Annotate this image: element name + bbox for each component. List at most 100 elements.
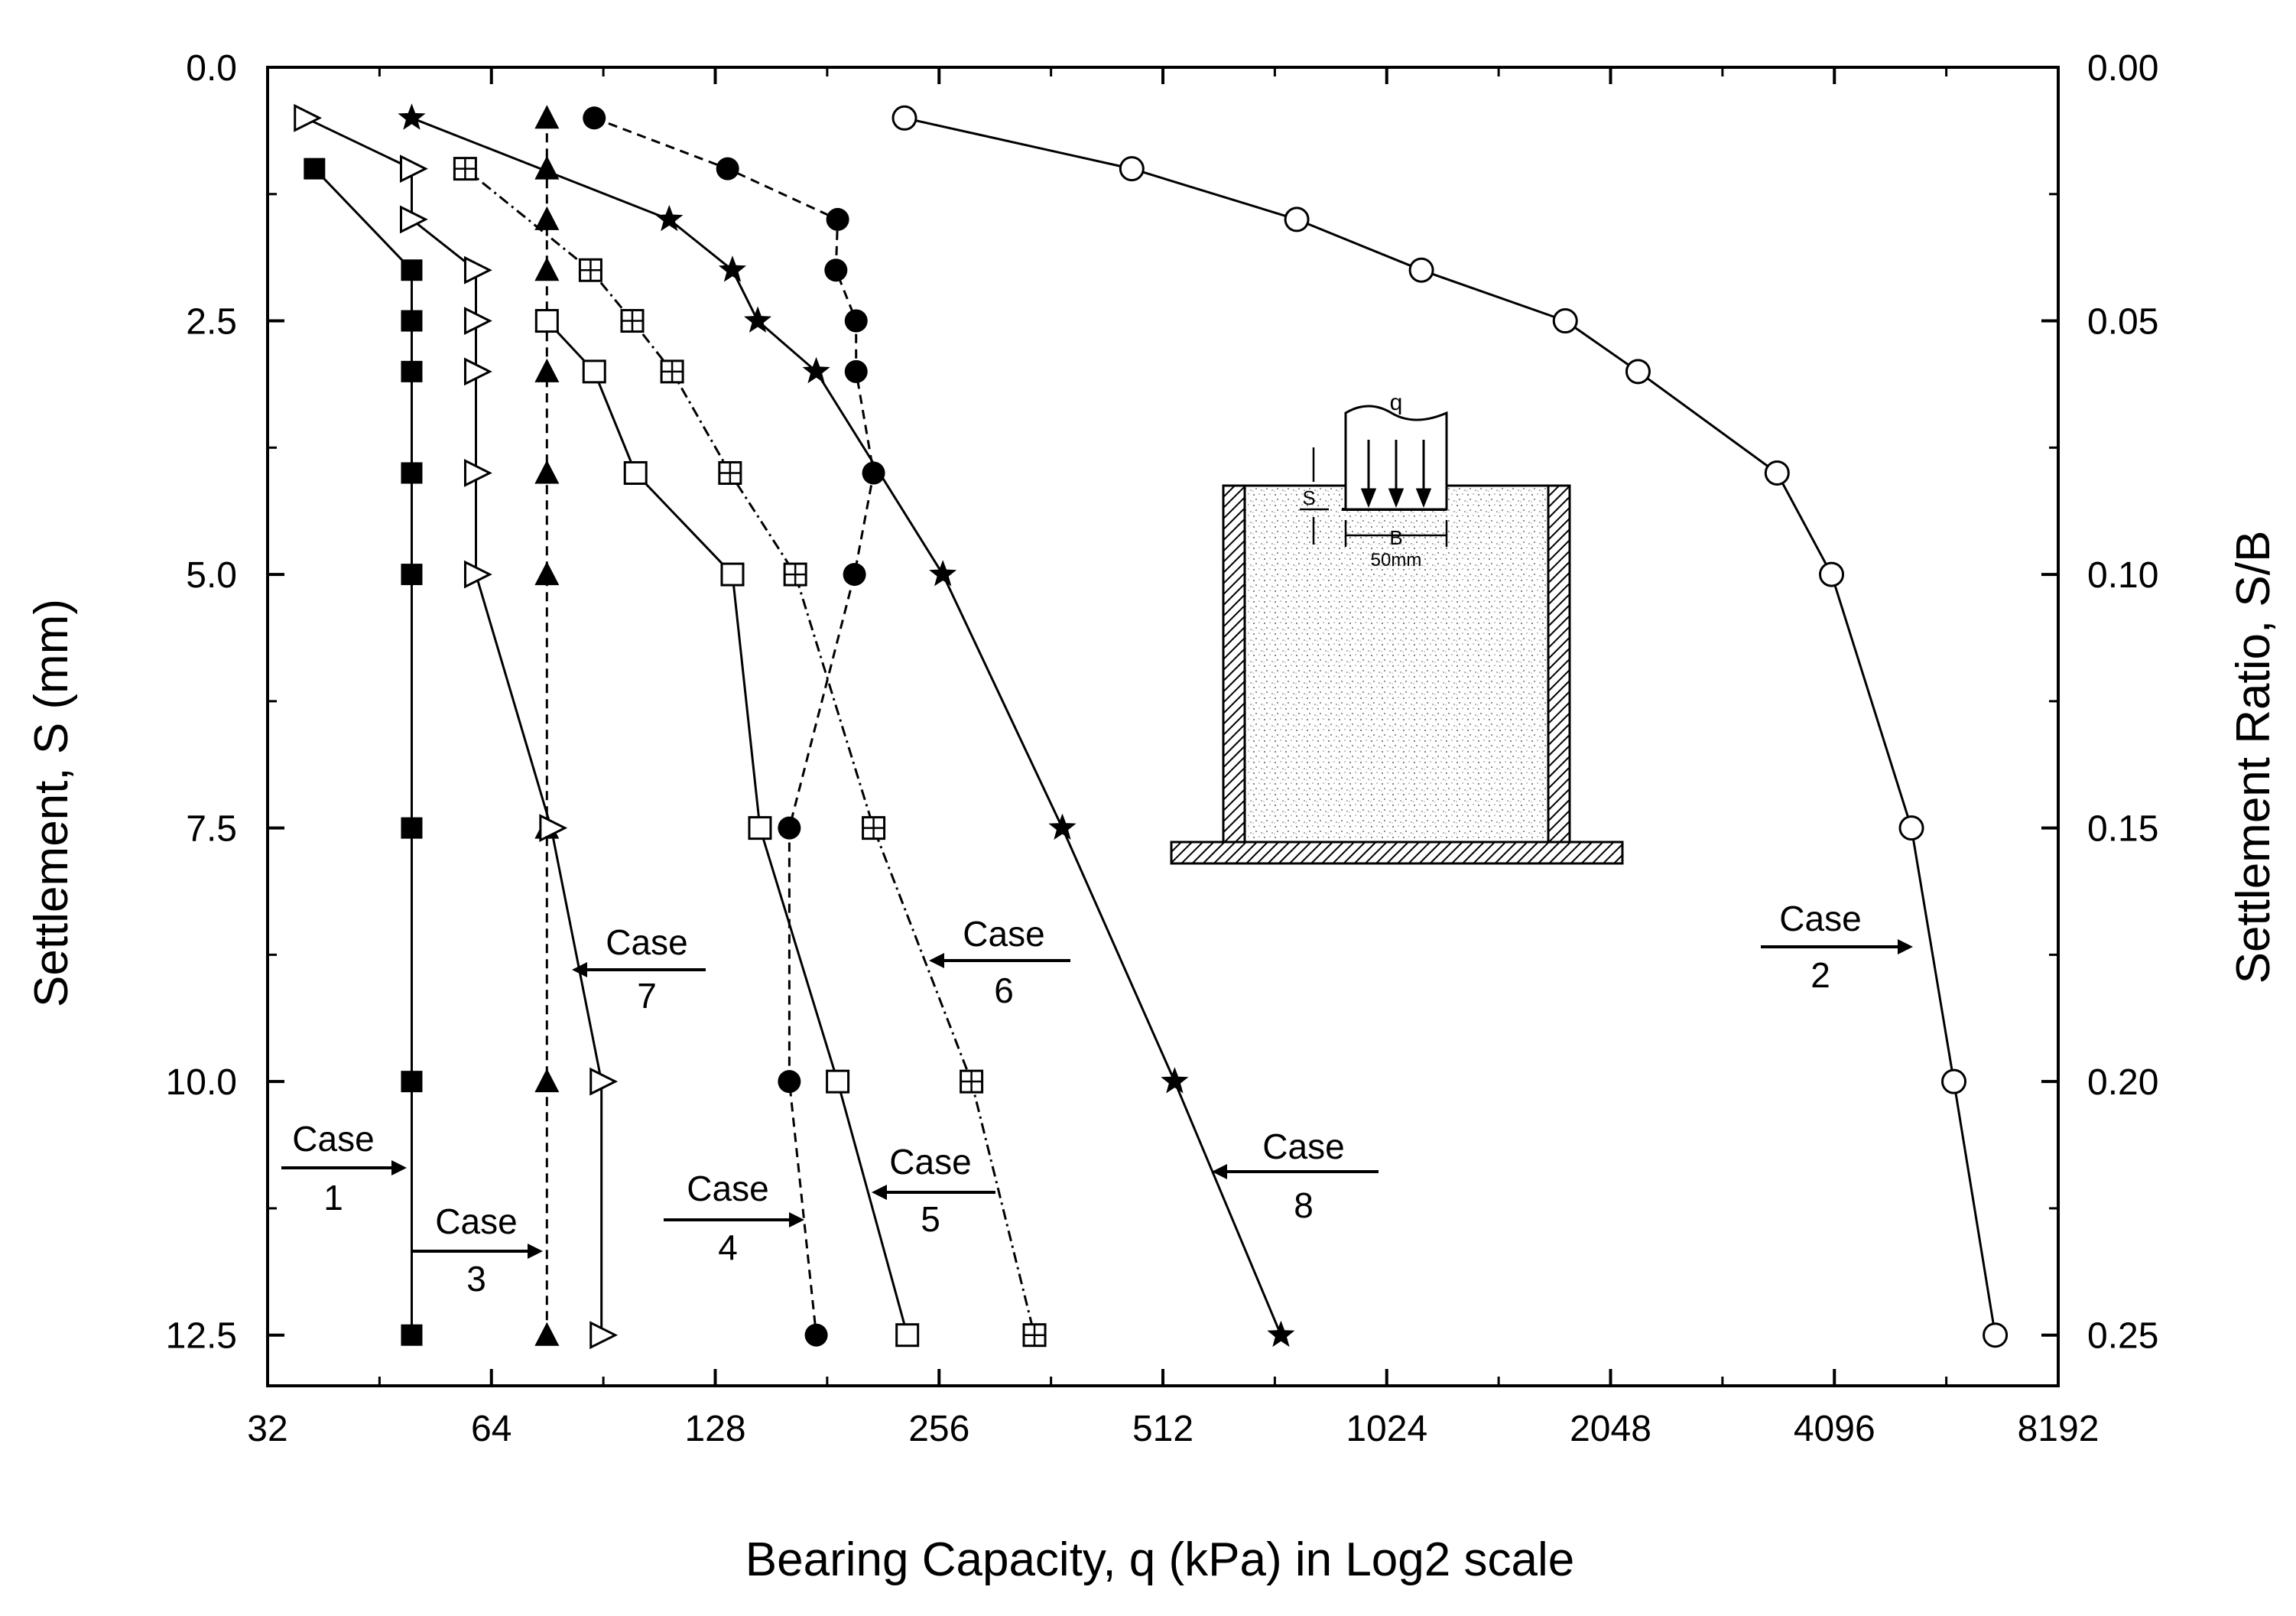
x-tick-label: 128 bbox=[684, 1409, 745, 1449]
series-case-7-marker bbox=[463, 255, 492, 285]
series-case-3-marker bbox=[534, 206, 560, 230]
series-case-1-marker bbox=[304, 158, 326, 180]
load-arrows bbox=[1360, 440, 1432, 509]
series-case-7-marker bbox=[399, 154, 428, 184]
series-case-2-marker bbox=[1764, 460, 1790, 486]
series-case-3-marker bbox=[534, 561, 560, 586]
series-case-8-marker bbox=[802, 356, 830, 384]
series-case-2-marker bbox=[1408, 257, 1434, 283]
soil-box bbox=[1245, 486, 1548, 842]
case3-annotation: Case 3 bbox=[411, 1201, 543, 1299]
case5-label: Case bbox=[889, 1142, 971, 1182]
plot-frame bbox=[266, 66, 2060, 1387]
y-tick-label: 0.0 bbox=[186, 48, 237, 89]
case7-number: 7 bbox=[637, 976, 657, 1016]
y2-tick-label: 0.25 bbox=[2087, 1316, 2158, 1357]
series-case-3-marker bbox=[534, 1322, 560, 1346]
series-case-1-marker bbox=[401, 310, 423, 332]
series-case-2-marker bbox=[1898, 815, 1924, 841]
series-case-8 bbox=[398, 103, 1295, 1348]
series-case-2-marker bbox=[1983, 1322, 2009, 1348]
y-tick-label: 5.0 bbox=[186, 555, 237, 596]
series-case-4 bbox=[583, 106, 885, 1347]
series-case-4-marker bbox=[804, 1323, 828, 1347]
series-case-7-marker bbox=[589, 1321, 619, 1350]
series-case-6-marker bbox=[718, 460, 742, 485]
case2-annotation: Case 2 bbox=[1761, 899, 1913, 995]
series-case-6-marker bbox=[453, 157, 477, 181]
series-case-6 bbox=[453, 157, 1047, 1348]
series-case-5-marker bbox=[826, 1069, 850, 1094]
series-case-8-marker bbox=[744, 306, 772, 333]
series-case-8-marker bbox=[929, 560, 957, 587]
case2-label: Case bbox=[1779, 899, 1861, 938]
x-tick-label: 4096 bbox=[1794, 1409, 1875, 1449]
series-case-8-marker bbox=[718, 255, 747, 282]
x-tick-label: 32 bbox=[247, 1409, 287, 1449]
series-case-2-marker bbox=[1941, 1068, 1967, 1094]
series-case-6-marker bbox=[578, 258, 602, 282]
case6-annotation: Case 6 bbox=[929, 914, 1070, 1010]
series-case-2-marker bbox=[1819, 561, 1845, 587]
load-label: q bbox=[1390, 390, 1403, 415]
x-tick-label: 8192 bbox=[2018, 1409, 2100, 1449]
series-case-7-marker bbox=[463, 459, 492, 487]
series-case-5-marker bbox=[720, 562, 745, 587]
y2-tick-label: 0.10 bbox=[2087, 555, 2158, 596]
y-tick-label: 2.5 bbox=[186, 302, 237, 343]
series-case-4-line bbox=[593, 116, 875, 1335]
case8-annotation: Case 8 bbox=[1212, 1127, 1379, 1225]
y-tick-label: 10.0 bbox=[166, 1062, 237, 1103]
case2-number: 2 bbox=[1810, 955, 1830, 995]
case3-label: Case bbox=[435, 1201, 517, 1241]
case1-annotation: Case 1 bbox=[281, 1119, 407, 1218]
y-tick-label: 12.5 bbox=[166, 1316, 237, 1357]
series-case-1-marker bbox=[401, 1071, 423, 1093]
series-case-5-marker bbox=[582, 359, 606, 384]
x-tick-label: 256 bbox=[908, 1409, 969, 1449]
x-tick-label: 512 bbox=[1132, 1409, 1193, 1449]
series-case-2-marker bbox=[1119, 156, 1145, 182]
series-layer bbox=[294, 103, 2009, 1350]
series-case-2-marker bbox=[891, 105, 917, 131]
series-case-7-marker bbox=[589, 1067, 619, 1096]
case4-annotation: Case 4 bbox=[664, 1169, 804, 1267]
series-case-4-marker bbox=[844, 309, 868, 333]
case8-label: Case bbox=[1262, 1127, 1344, 1166]
y2-tick-label: 0.05 bbox=[2087, 302, 2158, 343]
series-case-7-marker bbox=[463, 560, 492, 589]
series-case-7 bbox=[294, 103, 619, 1350]
case3-number: 3 bbox=[466, 1259, 486, 1299]
series-case-1-marker bbox=[401, 817, 423, 839]
series-case-5-marker bbox=[623, 460, 648, 485]
series-case-2 bbox=[891, 105, 2009, 1348]
width-label: B bbox=[1389, 526, 1402, 549]
x-tick-label: 1024 bbox=[1346, 1409, 1427, 1449]
series-case-1-marker bbox=[401, 1324, 423, 1346]
series-case-3-marker bbox=[534, 460, 560, 484]
series-case-1-marker bbox=[401, 564, 423, 586]
y2-tick-label: 0.00 bbox=[2087, 48, 2158, 89]
case1-label: Case bbox=[292, 1119, 374, 1159]
series-case-1-line bbox=[313, 167, 413, 1335]
series-case-2-marker bbox=[1625, 359, 1651, 385]
series-case-5 bbox=[534, 309, 920, 1348]
series-case-1-marker bbox=[401, 259, 423, 281]
left-wall bbox=[1222, 484, 1246, 844]
series-case-7-marker bbox=[539, 814, 568, 843]
series-case-7-marker bbox=[463, 307, 492, 335]
series-case-1-marker bbox=[401, 360, 423, 382]
right-wall bbox=[1547, 484, 1571, 844]
series-case-3-marker bbox=[534, 105, 560, 129]
x-axis-title: Bearing Capacity, q (kPa) in Log2 scale bbox=[745, 1533, 1574, 1586]
series-case-5-marker bbox=[534, 309, 559, 333]
case7-label: Case bbox=[606, 922, 687, 962]
series-case-8-line bbox=[411, 116, 1282, 1336]
x-tick-label: 2048 bbox=[1570, 1409, 1651, 1449]
width-dimension bbox=[1344, 520, 1448, 547]
series-case-3 bbox=[534, 105, 560, 1346]
y-axis-title: Settlement, S (mm) bbox=[25, 599, 78, 1007]
case6-label: Case bbox=[963, 914, 1044, 954]
series-case-3-marker bbox=[534, 358, 560, 382]
